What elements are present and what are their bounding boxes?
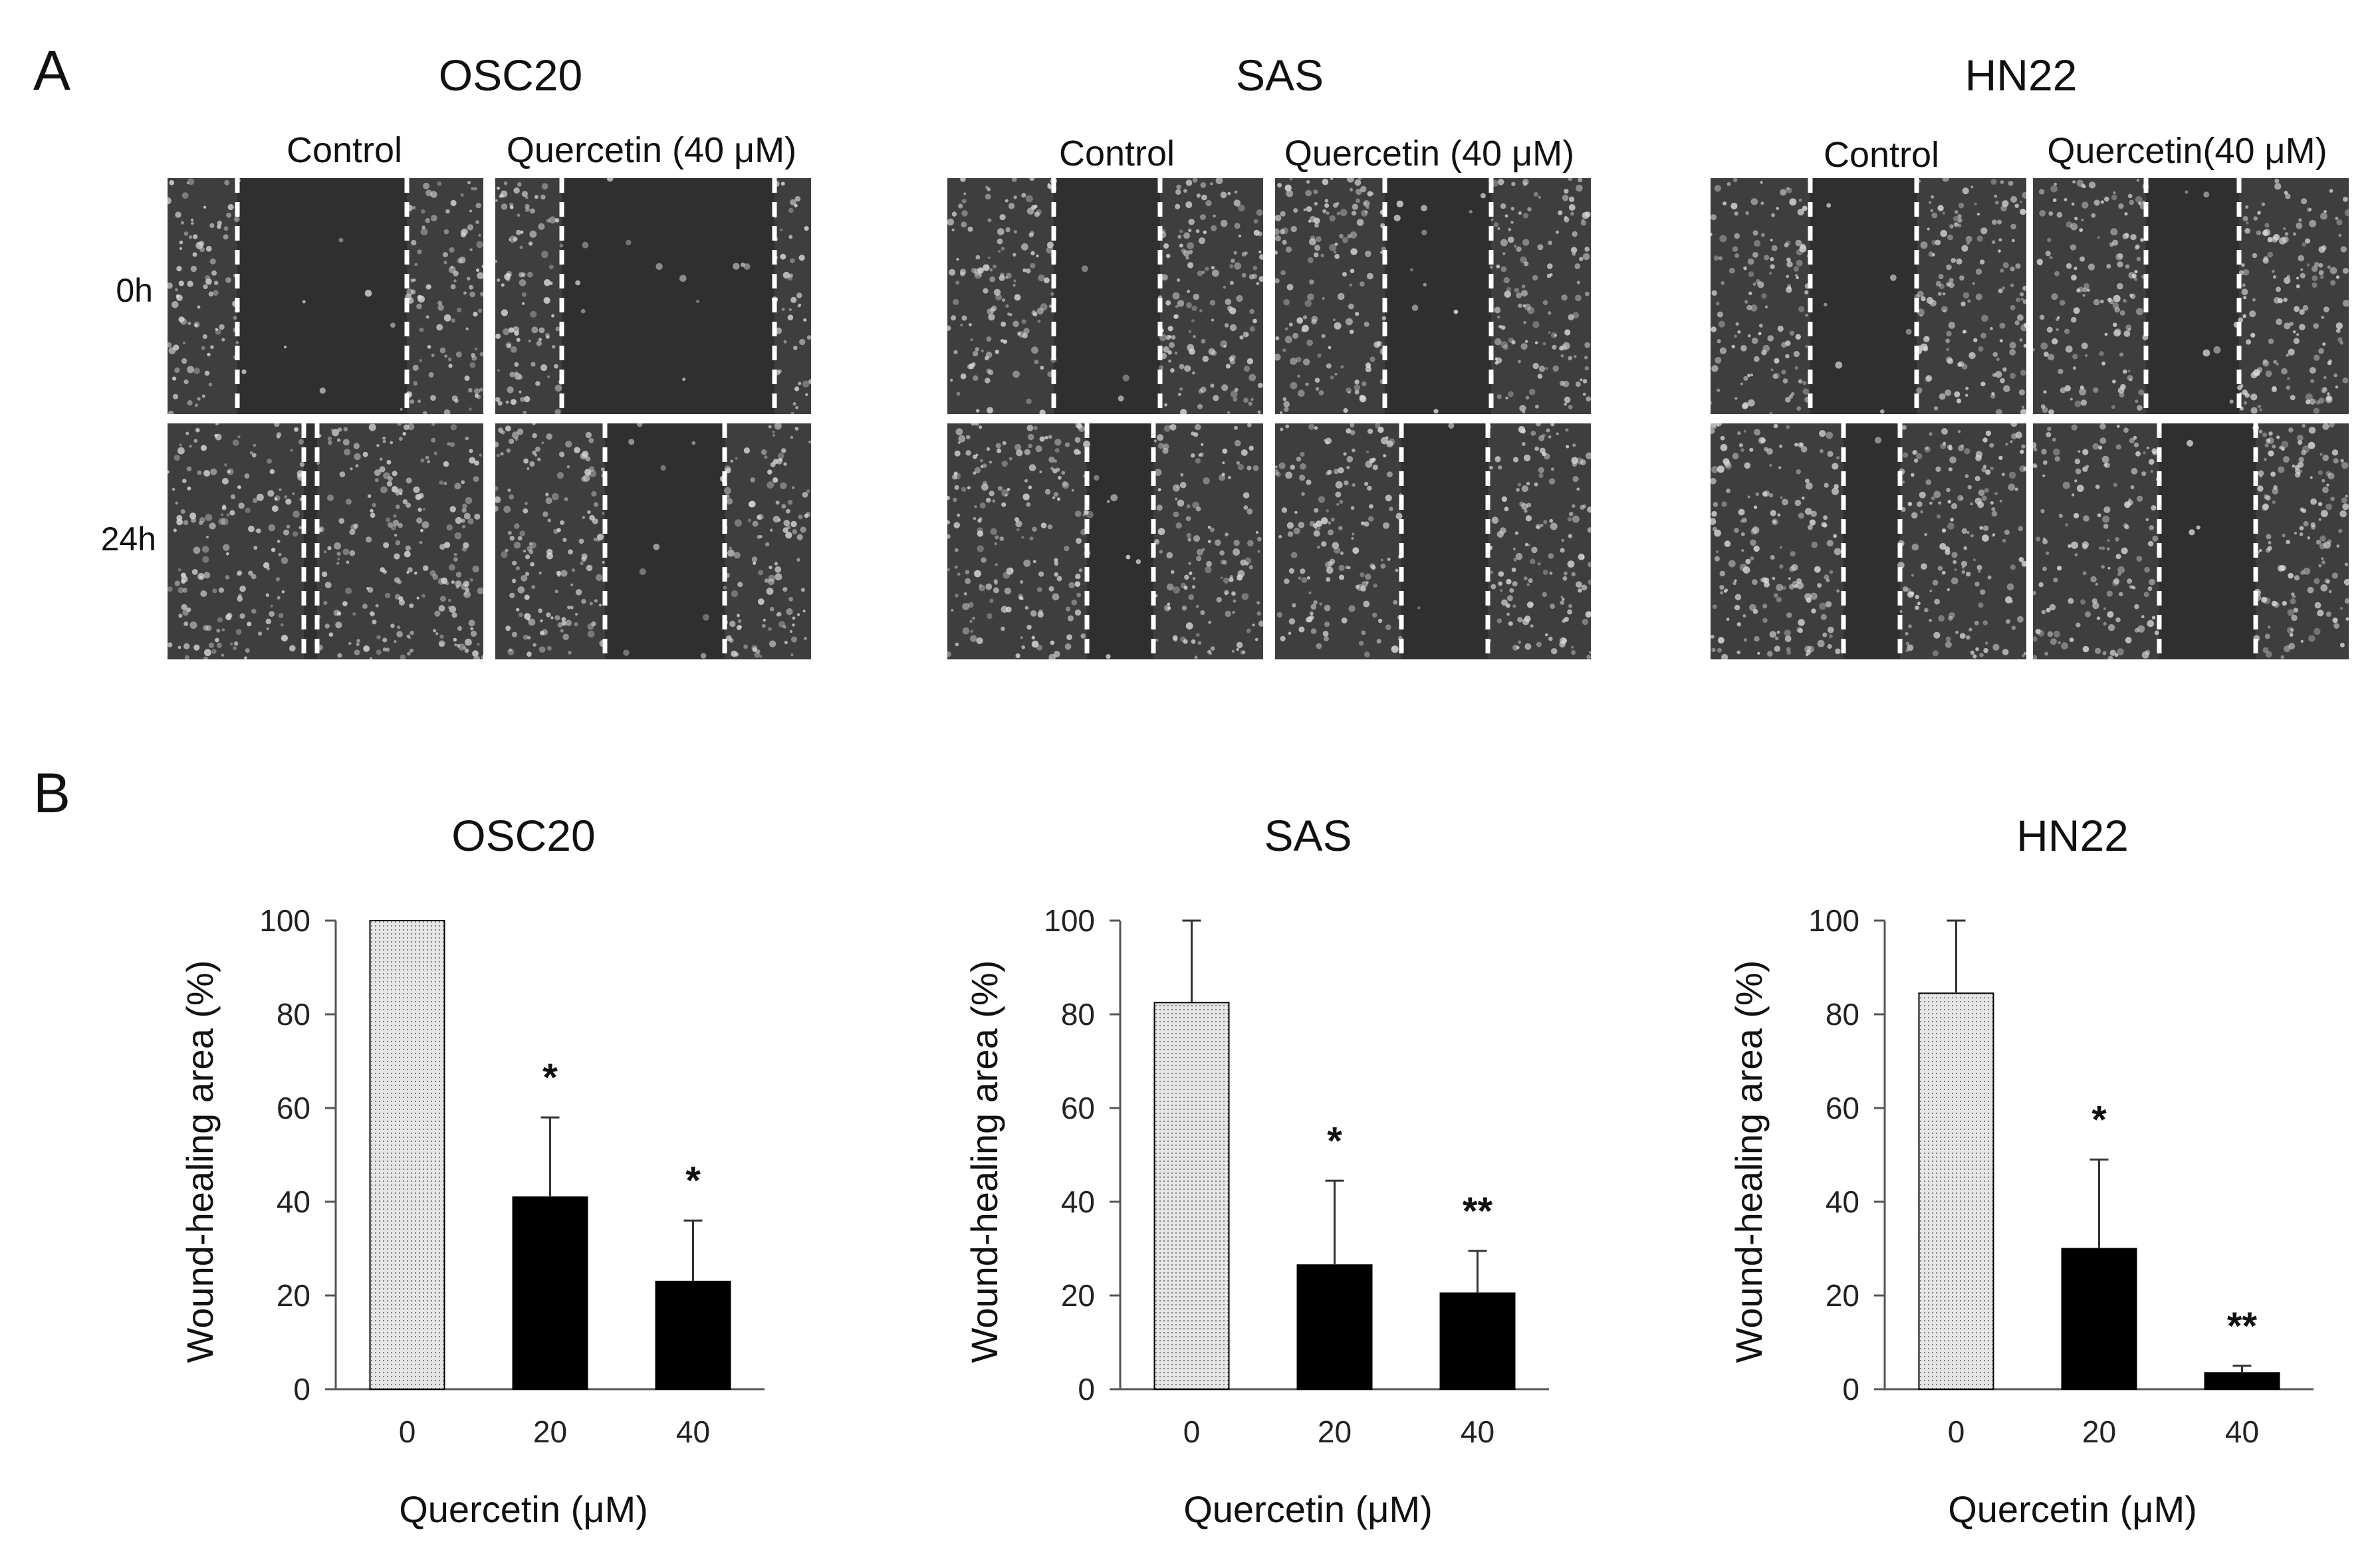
x-tick-label: 20 <box>1318 1414 1352 1449</box>
row-label-24h: 24h <box>100 520 156 558</box>
y-tick-label: 60 <box>1061 1091 1095 1125</box>
bar-chart-hn22: HN22 0 20 40 60 80 100 Wound-healing area (%) 0 *… <box>1728 811 2314 1530</box>
x-tick-label: 20 <box>533 1414 567 1449</box>
bar-20 <box>1296 1264 1373 1390</box>
micrograph-osc20-control-0h <box>168 178 483 414</box>
micrograph-hn22-quercetin-24h <box>2033 423 2349 659</box>
significance-marker: * <box>1327 1119 1342 1163</box>
y-tick-label: 80 <box>277 997 310 1032</box>
x-axis-label: Quercetin (μM) <box>399 1488 648 1530</box>
y-tick-label: 20 <box>1826 1278 1859 1313</box>
y-tick-label: 20 <box>277 1278 310 1313</box>
micrograph-osc20-quercetin-24h <box>495 423 811 659</box>
panel-b-letter: B <box>33 762 71 824</box>
error-bar <box>2232 1365 2252 1373</box>
x-axis-label: Quercetin (μM) <box>1948 1488 2197 1530</box>
col-label-sas-quercetin: Quercetin (40 μM) <box>1284 134 1575 173</box>
bar-20 <box>2061 1248 2137 1390</box>
error-bar <box>540 1116 560 1197</box>
chart-title: SAS <box>1264 811 1352 860</box>
significance-marker: * <box>685 1159 701 1202</box>
micrograph-hn22-quercetin-0h <box>2033 178 2349 414</box>
bar-0 <box>1153 1002 1230 1390</box>
y-tick-label: 40 <box>277 1184 310 1219</box>
y-tick-label: 100 <box>259 903 310 938</box>
x-tick-label: 0 <box>1183 1414 1201 1449</box>
panel-a-title-sas: SAS <box>1235 51 1324 100</box>
x-tick-label: 0 <box>399 1414 416 1449</box>
bar-40 <box>655 1280 731 1390</box>
micrograph-osc20-control-24h <box>168 423 483 659</box>
bar-40 <box>1439 1292 1516 1390</box>
micrograph-texture <box>1711 423 2026 659</box>
col-label-osc20-quercetin: Quercetin (40 μM) <box>506 130 797 170</box>
x-tick-label: 20 <box>2082 1414 2116 1449</box>
micrograph-sas-control-24h <box>947 423 1263 659</box>
micrograph-texture <box>947 178 1263 414</box>
panel-a-letter: A <box>33 39 71 102</box>
micrograph-texture <box>168 423 483 659</box>
micrograph-texture <box>1275 178 1591 414</box>
y-tick-label: 40 <box>1826 1184 1859 1219</box>
bar-chart-sas: SAS 0 20 40 60 80 100 Wound-healing area (%) 0 * 2… <box>963 811 1549 1530</box>
error-bar <box>1468 1250 1487 1293</box>
significance-marker: ** <box>2227 1305 2258 1348</box>
y-tick-label: 0 <box>1078 1372 1095 1406</box>
x-axis-label: Quercetin (μM) <box>1183 1488 1433 1530</box>
col-label-hn22-control: Control <box>1823 135 1940 175</box>
micrograph-texture <box>947 423 1263 659</box>
x-tick-label: 0 <box>1948 1414 1965 1449</box>
row-label-0h: 0h <box>116 272 153 309</box>
x-tick-label: 40 <box>2225 1414 2259 1449</box>
bar-20 <box>512 1196 588 1390</box>
micrograph-texture <box>168 178 483 414</box>
y-tick-label: 80 <box>1061 997 1095 1032</box>
y-tick-label: 40 <box>1061 1184 1095 1219</box>
col-label-hn22-quercetin: Quercetin(40 μM) <box>2047 131 2327 171</box>
y-axis-label: Wound-healing area (%) <box>963 960 1005 1363</box>
y-tick-label: 0 <box>1842 1372 1859 1406</box>
micrograph-texture <box>495 178 811 414</box>
bar-chart-osc20: OSC20 0 20 40 60 80 100 Wound-healing area (%) 0… <box>179 811 765 1530</box>
y-axis-label: Wound-healing area (%) <box>179 960 221 1363</box>
error-bar <box>1947 919 1966 994</box>
col-label-sas-control: Control <box>1058 134 1175 173</box>
y-axis-label: Wound-healing area (%) <box>1728 960 1770 1363</box>
y-tick-label: 60 <box>277 1091 310 1125</box>
x-tick-label: 40 <box>676 1414 710 1449</box>
micrograph-osc20-quercetin-0h <box>495 178 811 414</box>
micrograph-hn22-control-0h <box>1711 178 2026 414</box>
significance-marker: * <box>2091 1099 2107 1142</box>
micrograph-sas-quercetin-0h <box>1275 178 1591 414</box>
error-bar <box>2089 1159 2109 1249</box>
y-tick-label: 100 <box>1808 903 1859 938</box>
y-tick-label: 20 <box>1061 1278 1095 1313</box>
micrograph-texture <box>2033 178 2349 414</box>
x-tick-label: 40 <box>1461 1414 1494 1449</box>
y-tick-label: 80 <box>1826 997 1859 1032</box>
significance-marker: ** <box>1463 1190 1493 1233</box>
y-tick-label: 60 <box>1826 1091 1859 1125</box>
y-tick-label: 100 <box>1044 903 1095 938</box>
bar-0 <box>1918 992 1994 1390</box>
micrograph-texture <box>495 423 811 659</box>
micrograph-sas-control-0h <box>947 178 1263 414</box>
chart-title: OSC20 <box>451 811 595 860</box>
panel-a-title-osc20: OSC20 <box>438 51 583 100</box>
error-bar <box>1325 1179 1344 1266</box>
error-bar <box>1182 919 1201 1003</box>
micrograph-texture <box>2033 423 2349 659</box>
y-tick-label: 0 <box>293 1372 310 1406</box>
error-bar <box>683 1219 703 1282</box>
micrograph-texture <box>1711 178 2026 414</box>
bar-40 <box>2204 1372 2280 1391</box>
panel-a-title-hn22: HN22 <box>1964 51 2078 100</box>
micrograph-texture <box>1275 423 1591 659</box>
chart-title: HN22 <box>2016 811 2129 860</box>
significance-marker: * <box>542 1056 558 1099</box>
micrograph-hn22-control-24h <box>1711 423 2026 659</box>
bar-0 <box>369 920 445 1390</box>
micrograph-sas-quercetin-24h <box>1275 423 1591 659</box>
col-label-osc20-control: Control <box>286 130 403 170</box>
